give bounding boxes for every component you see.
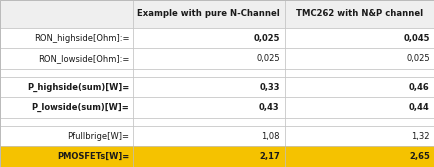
Text: 0,33: 0,33 (259, 82, 279, 92)
Text: 0,44: 0,44 (408, 103, 429, 112)
Text: 2,17: 2,17 (258, 152, 279, 161)
Text: RON_lowside[Ohm]:=: RON_lowside[Ohm]:= (38, 54, 129, 63)
Text: 0,025: 0,025 (253, 34, 279, 43)
Text: 0,43: 0,43 (259, 103, 279, 112)
Bar (0, 48, 132, 69)
Text: RON_highside[Ohm]:=: RON_highside[Ohm]:= (33, 34, 129, 43)
Text: Example with pure N-Channel: Example with pure N-Channel (137, 9, 279, 18)
Text: P_highside(sum)[W]=: P_highside(sum)[W]= (27, 82, 129, 92)
Text: TMC262 with N&P channel: TMC262 with N&P channel (296, 9, 423, 18)
Bar (132, 126, 284, 146)
Bar (0, 28, 132, 48)
Bar (284, 77, 434, 97)
Bar (284, 28, 434, 48)
Bar (132, 146, 284, 167)
Bar (132, 48, 284, 69)
Bar (284, 97, 434, 118)
Bar (284, 0, 434, 28)
Text: PMOSFETs[W]=: PMOSFETs[W]= (57, 152, 129, 161)
Bar (284, 146, 434, 167)
Text: 2,65: 2,65 (408, 152, 429, 161)
Text: 0,025: 0,025 (405, 54, 429, 63)
Bar (0, 118, 132, 126)
Text: 0,045: 0,045 (402, 34, 429, 43)
Bar (132, 97, 284, 118)
Bar (0, 69, 132, 77)
Bar (0, 0, 132, 28)
Bar (132, 77, 284, 97)
Bar (284, 126, 434, 146)
Text: 0,025: 0,025 (256, 54, 279, 63)
Bar (0, 77, 132, 97)
Bar (284, 69, 434, 77)
Text: Pfullbrige[W]=: Pfullbrige[W]= (67, 131, 129, 140)
Text: P_lowside(sum)[W]=: P_lowside(sum)[W]= (31, 103, 129, 112)
Bar (0, 146, 132, 167)
Bar (132, 118, 284, 126)
Bar (132, 69, 284, 77)
Text: 1,32: 1,32 (410, 131, 429, 140)
Bar (132, 0, 284, 28)
Bar (0, 97, 132, 118)
Bar (0, 126, 132, 146)
Bar (284, 118, 434, 126)
Bar (132, 28, 284, 48)
Bar (284, 48, 434, 69)
Text: 1,08: 1,08 (260, 131, 279, 140)
Text: 0,46: 0,46 (408, 82, 429, 92)
